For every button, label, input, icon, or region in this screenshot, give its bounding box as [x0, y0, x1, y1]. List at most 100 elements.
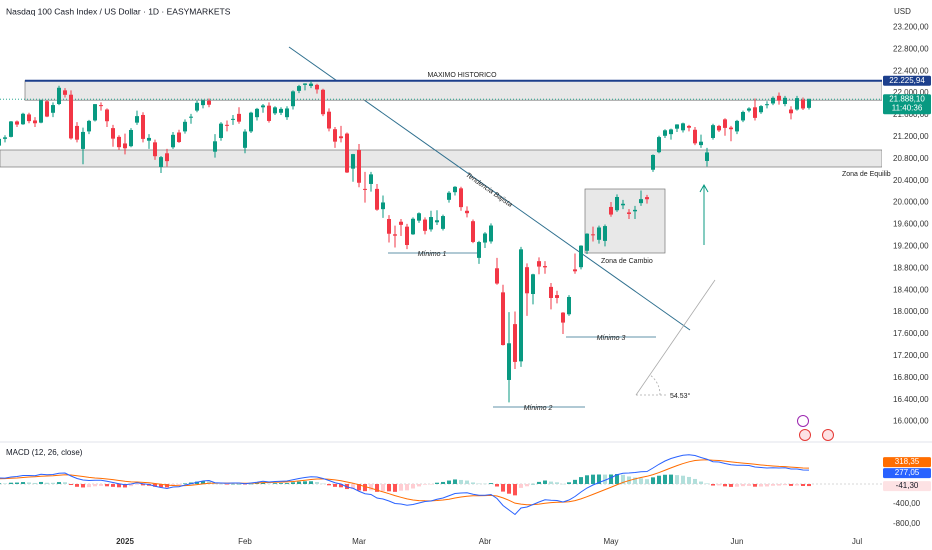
candle-body — [483, 233, 487, 243]
y-tick-label: 21.600,00 — [893, 110, 929, 119]
candle-body — [0, 138, 1, 146]
histogram-bar — [441, 481, 445, 484]
histogram-bar — [0, 483, 1, 484]
histogram-bar — [795, 484, 799, 486]
histogram-bar — [747, 484, 751, 486]
histogram-bar — [729, 484, 733, 487]
candle-body — [639, 199, 643, 204]
histogram-bar — [381, 484, 385, 492]
y-tick-label: -800,00 — [893, 519, 921, 528]
candle-body — [345, 133, 349, 173]
candle-body — [801, 99, 805, 109]
candle-body — [69, 94, 73, 139]
candle-body — [795, 98, 799, 110]
histogram-bar — [579, 477, 583, 484]
annotation: Mínimo 2 — [524, 405, 553, 412]
candle-body — [75, 125, 79, 140]
candle-body — [585, 233, 589, 251]
candle-body — [117, 136, 121, 148]
candle-body — [543, 266, 547, 268]
histogram-bar — [489, 483, 493, 484]
histogram-bar — [183, 483, 187, 484]
histogram-bar — [759, 484, 763, 487]
histogram-bar — [639, 478, 643, 484]
currency: USD — [894, 7, 911, 16]
candle-body — [573, 269, 577, 272]
histogram-bar — [45, 482, 49, 484]
candle-body — [249, 112, 253, 132]
x-tick-label: May — [603, 537, 618, 546]
candle-body — [153, 142, 157, 157]
candle-body — [27, 114, 31, 122]
histogram-bar — [297, 481, 301, 484]
candle-body — [645, 197, 649, 200]
candle-body — [591, 234, 595, 236]
candle-body — [291, 91, 295, 107]
histogram-label: -41,30 — [896, 481, 919, 490]
histogram-bar — [741, 484, 745, 487]
x-tick-label: Feb — [238, 537, 252, 546]
histogram-bar — [327, 484, 331, 486]
histogram-bar — [417, 484, 421, 487]
candle-body — [195, 102, 199, 111]
y-tick-label: 16.800,00 — [893, 373, 929, 382]
histogram-bar — [753, 484, 757, 487]
macd-title: MACD (12, 26, close) — [6, 448, 83, 457]
histogram-bar — [153, 484, 157, 487]
histogram-bar — [669, 474, 673, 484]
histogram-bar — [165, 484, 169, 488]
event-icon[interactable] — [799, 429, 811, 441]
histogram-bar — [15, 482, 19, 484]
histogram-bar — [621, 474, 625, 484]
histogram-bar — [783, 484, 787, 486]
event-icon[interactable] — [797, 415, 809, 427]
histogram-bar — [303, 481, 307, 484]
candle-body — [363, 188, 367, 190]
histogram-bar — [771, 484, 775, 486]
histogram-bar — [723, 484, 727, 487]
histogram-bar — [555, 482, 559, 484]
candle-body — [495, 268, 499, 284]
candle-body — [213, 141, 217, 152]
signal-label-box — [883, 457, 931, 468]
histogram-bar — [273, 483, 277, 484]
drawings — [0, 46, 882, 408]
candle-body — [387, 219, 391, 234]
histogram-bar — [423, 484, 427, 485]
candle-body — [675, 124, 679, 129]
candle-body — [21, 113, 25, 125]
histogram-bar — [681, 475, 685, 484]
candle-body — [471, 221, 475, 242]
histogram-bar — [27, 482, 31, 484]
y-tick-label: 16.000,00 — [893, 417, 929, 426]
candle-body — [669, 129, 673, 135]
annotation: Zona de Cambio — [601, 258, 653, 265]
candle-body — [243, 131, 247, 148]
candle-body — [723, 119, 727, 128]
event-icons — [797, 415, 834, 441]
candle-body — [537, 261, 541, 267]
chart-title: Nasdaq 100 Cash Index / US Dollar · 1D ·… — [6, 6, 231, 16]
candles — [0, 79, 882, 403]
histogram-bar — [87, 484, 91, 488]
y-tick-label: 20.800,00 — [893, 154, 929, 163]
annotation: Mínimo 1 — [418, 251, 447, 258]
x-tick-label: Jul — [852, 537, 862, 546]
candle-body — [261, 105, 265, 108]
histogram-bar — [33, 482, 37, 484]
y-tick-label: 17.200,00 — [893, 351, 929, 360]
x-tick-label: Abr — [479, 537, 492, 546]
y-tick-label: 19.600,00 — [893, 220, 929, 229]
candle-body — [681, 123, 685, 131]
candle-body — [465, 210, 469, 214]
y-tick-label: 18.000,00 — [893, 307, 929, 316]
histogram-bar — [801, 484, 805, 486]
x-tick-label: Jun — [731, 537, 744, 546]
event-icon[interactable] — [822, 429, 834, 441]
histogram-bar — [357, 484, 361, 491]
histogram-bar — [291, 482, 295, 484]
candle-body — [33, 120, 37, 124]
histogram-bar — [501, 484, 505, 492]
candle-body — [267, 105, 271, 121]
candle-body — [531, 274, 535, 295]
